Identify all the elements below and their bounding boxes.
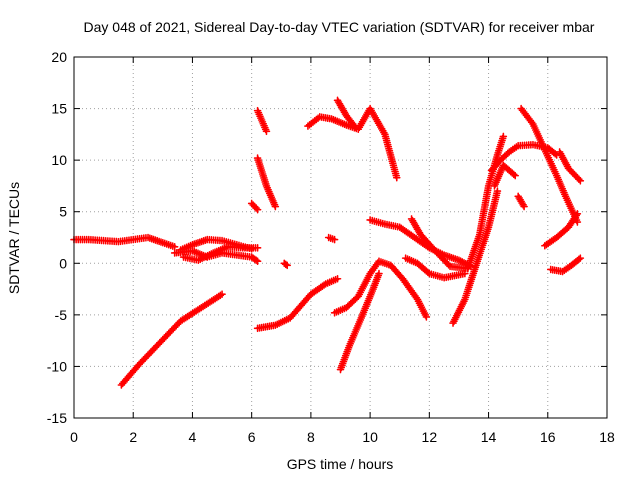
data-point bbox=[262, 127, 271, 136]
series-s11 bbox=[304, 104, 401, 182]
axis-ticks bbox=[73, 56, 608, 419]
series-s6 bbox=[253, 106, 271, 136]
data-point bbox=[330, 235, 339, 244]
x-tick-label: 16 bbox=[540, 429, 556, 445]
y-tick-label: 5 bbox=[59, 204, 67, 220]
data-point bbox=[170, 242, 179, 251]
series-s19 bbox=[449, 187, 502, 327]
y-tick-labels: -15 -10 -5 0 5 10 15 20 bbox=[47, 49, 67, 426]
x-tick-label: 8 bbox=[307, 429, 315, 445]
y-tick-label: -15 bbox=[47, 410, 67, 426]
series-s20 bbox=[464, 132, 508, 273]
grid-lines bbox=[74, 57, 607, 418]
y-tick-label: -10 bbox=[47, 358, 67, 374]
x-tick-label: 14 bbox=[481, 429, 497, 445]
data-point bbox=[333, 274, 342, 283]
data-point bbox=[511, 171, 520, 180]
x-tick-label: 12 bbox=[422, 429, 438, 445]
y-tick-label: -5 bbox=[55, 307, 68, 323]
series-s13 bbox=[324, 233, 339, 244]
series-s26 bbox=[546, 254, 585, 276]
data-point bbox=[253, 205, 262, 214]
series-s23 bbox=[514, 192, 528, 211]
y-tick-label: 0 bbox=[59, 255, 67, 271]
x-tick-label: 4 bbox=[189, 429, 197, 445]
series-s27 bbox=[555, 148, 585, 185]
data-point bbox=[422, 313, 431, 321]
data-point bbox=[493, 187, 502, 195]
y-tick-label: 15 bbox=[51, 101, 67, 117]
chart-title: Day 048 of 2021, Sidereal Day-to-day VTE… bbox=[84, 19, 595, 35]
data-point bbox=[271, 202, 280, 211]
y-tick-label: 20 bbox=[51, 49, 67, 65]
data-point bbox=[576, 176, 585, 185]
data-point bbox=[253, 257, 262, 266]
y-axis-label: SDTVAR / TECUs bbox=[6, 182, 22, 294]
data-point bbox=[253, 244, 262, 252]
data-point bbox=[573, 209, 582, 218]
series-s15 bbox=[330, 257, 431, 321]
series-s22 bbox=[490, 161, 520, 190]
data-marks bbox=[70, 96, 585, 389]
series-s12 bbox=[333, 96, 360, 131]
x-tick-label: 10 bbox=[362, 429, 378, 445]
data-point bbox=[461, 269, 469, 278]
series-s1 bbox=[70, 233, 179, 251]
x-tick-label: 18 bbox=[599, 429, 615, 445]
x-tick-labels: 0 2 4 6 8 10 12 14 16 18 bbox=[70, 429, 615, 445]
data-point bbox=[351, 123, 360, 131]
y-tick-label: 10 bbox=[51, 152, 67, 168]
data-point bbox=[499, 132, 508, 141]
x-tick-label: 6 bbox=[248, 429, 256, 445]
series-s14 bbox=[336, 269, 383, 374]
series-s7 bbox=[253, 154, 280, 211]
series-s18 bbox=[401, 254, 469, 282]
data-point bbox=[576, 254, 585, 262]
data-point bbox=[392, 173, 401, 182]
series-s25 bbox=[541, 209, 582, 250]
x-tick-label: 0 bbox=[70, 429, 78, 445]
x-axis-label: GPS time / hours bbox=[287, 456, 394, 472]
plot-frame bbox=[73, 56, 608, 419]
x-tick-label: 2 bbox=[129, 429, 137, 445]
series-s4 bbox=[179, 242, 262, 264]
series-s24 bbox=[517, 104, 582, 226]
series-s8 bbox=[247, 199, 262, 214]
series-s5 bbox=[117, 290, 226, 389]
series-s9 bbox=[253, 274, 342, 333]
data-point bbox=[520, 202, 528, 211]
data-point bbox=[375, 269, 383, 278]
data-point bbox=[218, 290, 226, 299]
series-s10 bbox=[280, 259, 291, 270]
data-point bbox=[283, 261, 291, 270]
